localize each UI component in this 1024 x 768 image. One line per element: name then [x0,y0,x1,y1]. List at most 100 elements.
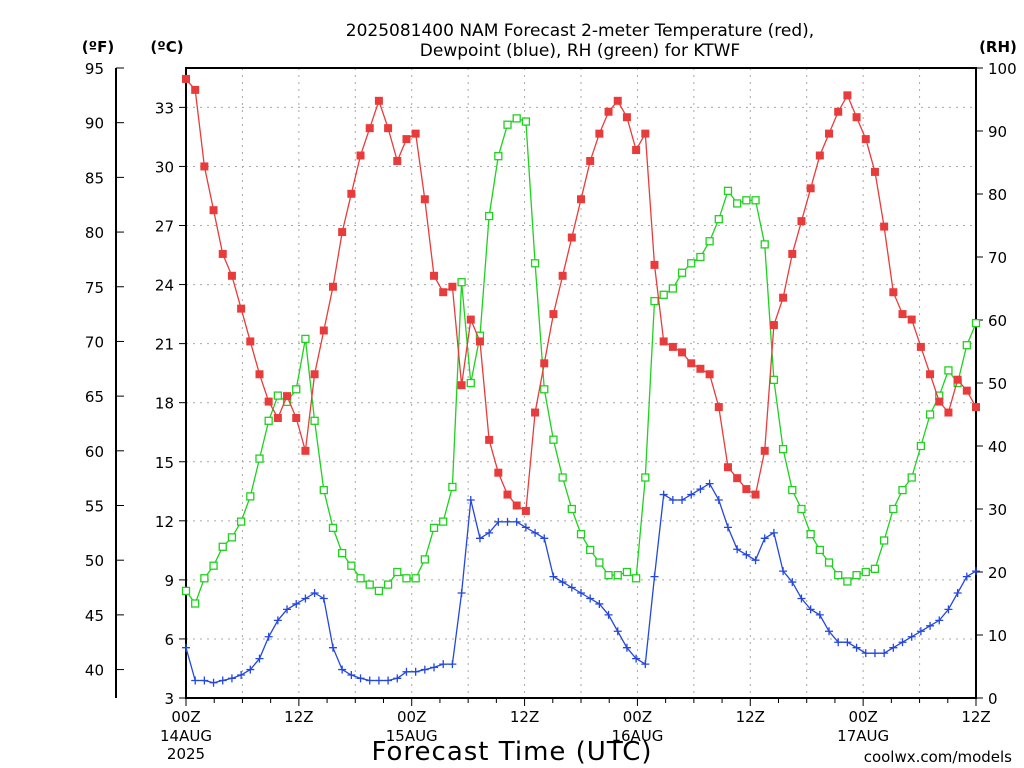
rh-point [843,577,852,586]
dewpoint-point [916,627,925,636]
celsius-tick-label: 21 [155,336,174,354]
dewpoint-point [788,578,797,587]
temperature-point [586,156,595,165]
rh-point [246,492,255,501]
temperature-point [347,189,356,198]
temperature-point [328,282,337,291]
date-tick-label: 16AUG [611,727,663,745]
dewpoint-point [586,594,595,603]
dewpoint-point [870,649,879,658]
rh-point [457,278,466,287]
rh-point [301,334,310,344]
temperature-point [430,271,439,280]
dewpoint-point [567,583,576,592]
credit-label: coolwx.com/models [864,748,1012,766]
temperature-point [411,129,420,138]
dewpoint-point [558,578,567,587]
dewpoint-point [861,649,870,658]
rh-point [273,391,283,400]
dewpoint-point [622,643,631,652]
temperature-point [319,326,328,335]
rh-point [870,564,880,573]
dewpoint-point [926,621,935,630]
dewpoint-point [374,676,383,685]
temperature-point [402,135,411,144]
rh-point [677,268,687,277]
temperature-point [861,135,870,144]
rh-point [319,485,328,495]
rh-axis: 0 10 20 30 40 50 60 70 80 90 100 [976,60,1017,708]
temperature-point [540,359,549,368]
temperature-point [521,506,530,515]
temperature-point [595,129,604,138]
temperature-point [604,107,613,116]
rh-point [567,504,576,514]
temperature-point [696,364,705,373]
dewpoint-point [448,660,457,669]
rh-point [448,482,457,492]
temperature-point [705,370,714,379]
rh-point [925,410,935,419]
dewpoint-point [972,567,980,576]
chart-title-line2: Dewpoint (blue), RH (green) for KTWF [420,41,740,61]
temperature-point [457,381,466,390]
rh-point [631,574,641,583]
temperature-point [678,348,687,357]
temperature-point [907,315,916,324]
temperature-point [714,403,723,412]
temperature-point [889,288,898,297]
dewpoint-point [769,528,778,537]
temperature-point [852,113,861,122]
temperature-point [650,260,659,269]
temperature-point [301,446,310,455]
temperature-point [485,435,494,444]
temperature-point [806,184,815,193]
dewpoint-point [209,678,218,687]
dewpoint-point [723,523,732,532]
rh-point [236,517,246,526]
dewpoint-point [485,528,494,537]
dewpoint-point [852,643,861,652]
dewpoint-point [494,517,503,526]
dewpoint-point [898,638,907,647]
rh-point [310,416,319,425]
time-tick-label: 12Z [961,708,990,726]
temperature-point [356,151,365,160]
dewpoint-point [182,643,190,652]
temperature-point [558,271,567,280]
dewpoint-point [687,490,696,499]
rh-point [356,574,365,583]
temperature-point [255,370,264,379]
dewpoint-point [678,496,687,505]
temperature-point [273,414,282,422]
dewpoint-point [549,572,558,581]
celsius-tick-label: 27 [155,218,174,236]
celsius-tick-label: 15 [155,454,174,472]
temperature-point [365,124,374,133]
temperature-point [466,315,475,324]
temperature-point [972,403,980,412]
temperature-point [779,293,788,302]
dewpoint-point [613,627,622,636]
temperature-point [815,151,824,160]
temperature-point [632,146,641,155]
temperature-point [531,408,540,417]
rh-point [944,366,953,375]
rh-point [604,571,613,580]
dewpoint-point [944,605,953,614]
rh-point [429,523,439,533]
temperature-point [962,386,971,395]
temperature-point [797,217,806,226]
rh-point [411,574,420,583]
dewpoint-point [283,605,292,614]
dewpoint-point [411,667,420,676]
rh-point [374,586,384,596]
temperature-point [926,370,935,379]
dewpoint-point [384,676,393,685]
rh-tick-label: 20 [988,564,1007,582]
celsius-tick-label: 18 [155,395,174,413]
temperature-point [448,282,457,291]
temperature-point [668,342,677,351]
time-tick-label: 12Z [284,708,313,726]
